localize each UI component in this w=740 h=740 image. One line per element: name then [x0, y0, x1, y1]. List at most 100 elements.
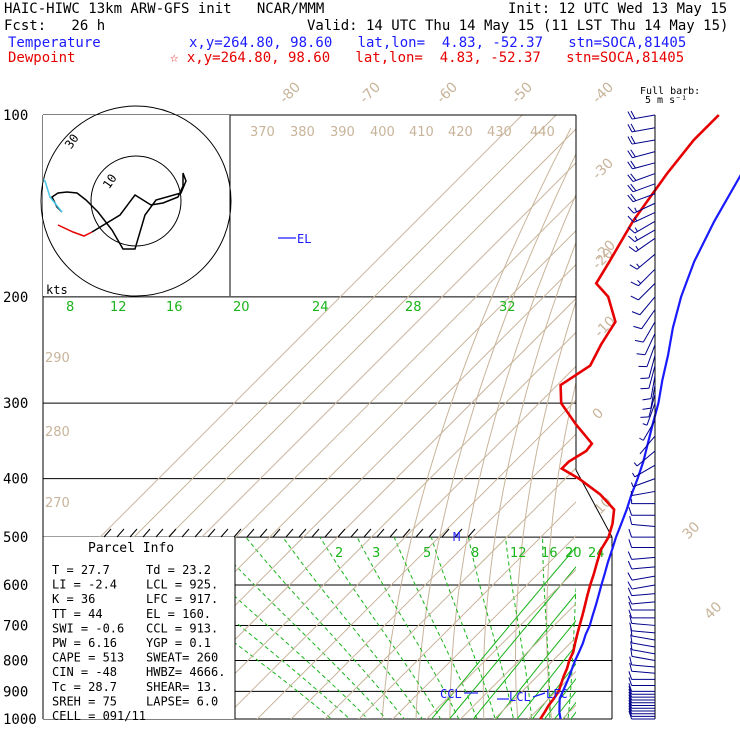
wind-barb-half-feather	[637, 279, 642, 284]
dry-adiabat-360	[714, 128, 740, 732]
parcel-row-right: SHEAR= 13.	[146, 680, 218, 694]
hatch-mark	[285, 528, 294, 538]
wind-barb	[627, 587, 656, 597]
dry-adiabat-310	[577, 128, 678, 732]
wind-barb-column: Full barb: 5 m s⁻¹	[627, 86, 700, 720]
wind-barb-staff	[648, 355, 656, 379]
moist-adiabat-0	[319, 536, 442, 719]
wind-barb	[628, 710, 655, 720]
wind-barb-staff	[631, 593, 656, 597]
isotherm--160	[43, 115, 523, 595]
wind-barb-staff	[631, 490, 656, 496]
mixing-ratio-label-top-12: 12	[110, 300, 127, 315]
wind-barb	[630, 268, 656, 287]
parcel-row-right: LAPSE= 6.0	[146, 694, 218, 708]
wind-barb-feather	[630, 123, 636, 132]
mixing-ratio-label-top-8: 8	[66, 300, 74, 315]
wind-barb	[627, 560, 656, 570]
wind-barb-feather	[633, 325, 642, 330]
wind-barb-half-feather	[636, 263, 640, 268]
wind-barb-feather	[630, 281, 639, 287]
wind-barb-feather	[628, 671, 633, 680]
wind-barb-half-feather	[639, 437, 644, 441]
wind-barb-feather	[630, 193, 637, 201]
parcel-row-left: SWI = -0.6	[52, 621, 124, 635]
wind-barb-feather	[627, 174, 634, 182]
isotherm-0	[459, 602, 576, 719]
wind-barb-half-feather	[635, 245, 639, 251]
moist-adiabat--10	[245, 536, 405, 719]
pressure-label-900: 900	[3, 684, 28, 700]
wind-barb-staff	[631, 556, 656, 560]
mixing-ratio-label-bottom-5: 5	[423, 546, 431, 561]
wind-barb	[628, 528, 655, 538]
wind-barb	[628, 691, 655, 701]
lfc-tick	[532, 692, 546, 698]
temperature-station-info: x,y=264.80, 98.60 lat,lon= 4.83, -52.37 …	[189, 35, 687, 51]
mixing-ratio-label-bottom-12: 12	[510, 546, 527, 561]
level-label-lcl: LCL	[509, 690, 531, 704]
pressure-label-100: 100	[3, 108, 28, 124]
wind-barb-feather	[627, 194, 634, 203]
wind-barb-feather	[628, 528, 633, 538]
wind-barb-staff	[631, 635, 656, 641]
hatch-mark	[311, 528, 320, 538]
isotherm-label--50: -50	[509, 79, 536, 106]
wind-barb-feather	[628, 710, 633, 720]
wind-barb-staff	[631, 655, 656, 661]
isotherm-label-right-30: 30	[680, 519, 704, 543]
parcel-row-left: K = 36	[52, 592, 95, 606]
moist-adiabat--15	[208, 536, 387, 719]
wind-barb-feather	[630, 295, 639, 301]
wind-barb	[630, 647, 656, 661]
isotherm-10	[493, 636, 576, 719]
wind-barb	[629, 662, 656, 674]
wind-barb-feather	[628, 227, 636, 234]
parcel-row-left: SREH = 75	[52, 694, 117, 708]
pressure-label-300: 300	[3, 396, 28, 412]
hatch-mark	[324, 528, 333, 538]
isotherm--70	[222, 365, 576, 719]
hatch-mark	[467, 528, 476, 538]
wind-barb-staff	[631, 642, 656, 648]
wind-barb	[629, 656, 656, 668]
dry-adiabat-250	[381, 127, 572, 719]
wind-barb-feather	[640, 416, 649, 418]
wind-barb-staff	[631, 630, 656, 634]
hatch-mark	[181, 528, 190, 538]
wind-barb	[631, 499, 655, 505]
parcel-row-left: CAPE = 513	[52, 651, 124, 665]
wind-barb-staff	[646, 344, 656, 367]
mixing-ratio-12	[516, 644, 576, 719]
wind-barb-staff	[631, 566, 656, 570]
wind-barb-staff	[634, 220, 656, 234]
wind-barb-feather	[642, 398, 652, 401]
level-label-m: M	[453, 530, 460, 544]
pressure-label-500: 500	[3, 530, 28, 546]
wind-barb-half-feather	[634, 235, 638, 241]
parcel-row-left: CIN = -48	[52, 665, 117, 679]
theta-label-370: 370	[250, 125, 275, 140]
hatch-mark	[376, 528, 385, 538]
wind-barb	[640, 394, 656, 418]
wind-barb	[633, 309, 656, 330]
wind-barb-staff	[631, 114, 656, 120]
hatch-mark	[428, 528, 437, 538]
hatch-mark	[441, 528, 450, 538]
parcel-row-right: LFC = 917.	[146, 592, 218, 606]
wind-barb	[634, 321, 656, 343]
wind-barb-feather	[627, 184, 634, 193]
wind-barb-feather	[628, 700, 633, 709]
hatch-mark	[298, 528, 307, 538]
mixing-ratio-20	[543, 678, 576, 719]
parcel-row-right: YGP = 0.1	[146, 636, 211, 650]
wind-barb-staff	[648, 365, 656, 389]
hodograph-ring-label-10: 10	[100, 171, 120, 191]
wind-barb-staff	[631, 584, 656, 590]
wind-barb-staff	[650, 384, 656, 409]
wind-barb-half-feather	[642, 423, 648, 426]
hatch-mark	[194, 528, 203, 538]
wind-barb-feather	[627, 560, 633, 570]
hatch-mark	[142, 528, 151, 538]
